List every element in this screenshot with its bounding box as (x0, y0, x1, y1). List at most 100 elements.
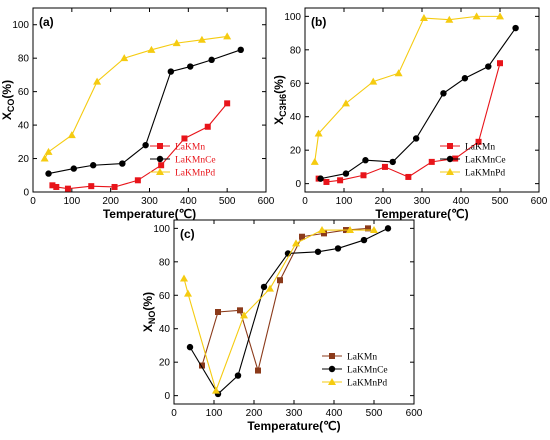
x-tick-label: 100 (206, 408, 223, 419)
legend-marker (447, 143, 453, 149)
x-tick-label: 600 (258, 196, 275, 207)
x-tick-label: 200 (102, 196, 119, 207)
series-line (201, 227, 369, 373)
data-point (88, 183, 95, 190)
x-tick-label: 400 (326, 408, 343, 419)
data-point (369, 77, 378, 85)
x-tick-label: 0 (302, 196, 308, 207)
data-point (93, 77, 102, 85)
y-tick-label: 60 (159, 291, 171, 302)
data-point (44, 147, 53, 155)
legend-label: LaKMnPd (465, 169, 505, 179)
legend: LaKMn LaKMnCe LaKMnPd (322, 353, 388, 389)
plot-frame (32, 7, 267, 193)
x-tick-label: 0 (30, 196, 36, 207)
data-point (342, 170, 350, 177)
legend-label: LaKMnPd (347, 379, 387, 389)
data-point (180, 274, 188, 282)
data-point (299, 233, 305, 240)
y-tick-label: 80 (18, 54, 30, 65)
data-point (40, 154, 49, 162)
y-tick-label: 20 (18, 154, 30, 165)
x-tick-label: 100 (63, 196, 80, 207)
data-point (158, 162, 165, 169)
y-axis-title-main: X (272, 117, 286, 125)
y-tick-label: 40 (18, 121, 30, 132)
x-tick-label: 300 (414, 196, 431, 207)
data-point (428, 158, 435, 165)
x-tick-label: 500 (492, 196, 509, 207)
data-point (260, 283, 268, 291)
data-point (472, 12, 481, 20)
data-point (497, 60, 503, 67)
x-axis-title: Temperature(℃) (247, 419, 340, 433)
series-LaKMnPd (180, 226, 378, 394)
x-tick-label: 400 (180, 196, 197, 207)
y-axis-title-main: X (141, 324, 155, 332)
data-point (445, 15, 454, 23)
series-LaKMn (315, 60, 503, 185)
series-line (44, 35, 228, 159)
data-point (440, 90, 447, 97)
x-tick-label: 100 (336, 196, 353, 207)
data-point (167, 68, 175, 75)
series-LaKMn (199, 225, 371, 374)
y-axis-title: XC3H6(%) (272, 75, 288, 125)
data-point (142, 141, 149, 149)
data-point (314, 248, 322, 255)
data-point (321, 230, 327, 237)
panel-label: (b) (311, 15, 326, 29)
y-axis-title-main: X (0, 112, 14, 120)
series-line (52, 102, 228, 190)
data-point (208, 56, 215, 64)
data-point (186, 343, 194, 351)
x-axis-title: Temperature(℃) (103, 207, 196, 221)
legend-label: LaKMnCe (465, 156, 506, 166)
y-axis-title-tail: (%) (0, 80, 14, 99)
series-LaKMnCe (45, 46, 244, 177)
y-tick-label: 40 (159, 324, 171, 335)
chart-panel-1: 0 100 200 300 400 500 600 0 20 40 60 80 100 Temperatu… (0, 7, 275, 221)
data-point (341, 99, 350, 107)
series-line (318, 63, 501, 183)
data-point (181, 135, 188, 142)
data-point (184, 289, 192, 297)
data-point (45, 170, 52, 177)
series-LaKMnPd (40, 32, 232, 162)
data-point (197, 35, 206, 43)
data-point (405, 173, 412, 180)
data-point (215, 309, 221, 315)
data-point (120, 54, 129, 62)
legend-marker (446, 168, 454, 175)
data-point (337, 177, 344, 184)
x-tick-label: 600 (531, 196, 548, 207)
y-tick-label: 60 (290, 79, 302, 90)
y-axis-title-tail: (%) (141, 292, 155, 311)
y-tick-label: 0 (295, 179, 301, 190)
legend-label: LaKMnCe (175, 156, 216, 166)
y-axis-title: XNO(%) (141, 292, 157, 332)
legend-label: LaKMn (465, 143, 495, 153)
x-tick-label: 300 (141, 196, 158, 207)
series-LaKMnPd (310, 12, 504, 165)
y-tick-label: 80 (290, 45, 302, 56)
data-point (70, 165, 77, 172)
data-point (199, 362, 205, 369)
data-point (147, 45, 156, 53)
data-point (360, 172, 367, 179)
data-point (255, 367, 261, 374)
data-point (362, 157, 369, 164)
data-point (237, 307, 243, 314)
data-point (134, 177, 141, 184)
legend-label: LaKMn (347, 353, 377, 363)
y-tick-label: 0 (23, 188, 29, 199)
data-point (234, 372, 242, 379)
data-point (67, 131, 76, 139)
legend: LaKMn LaKMnCe LaKMnPd (440, 143, 506, 179)
legend-marker (156, 155, 164, 163)
data-point (266, 284, 274, 292)
data-point (317, 175, 324, 182)
y-tick-label: 80 (159, 257, 171, 268)
data-point (412, 135, 420, 142)
series-LaKMnCe (186, 225, 392, 398)
